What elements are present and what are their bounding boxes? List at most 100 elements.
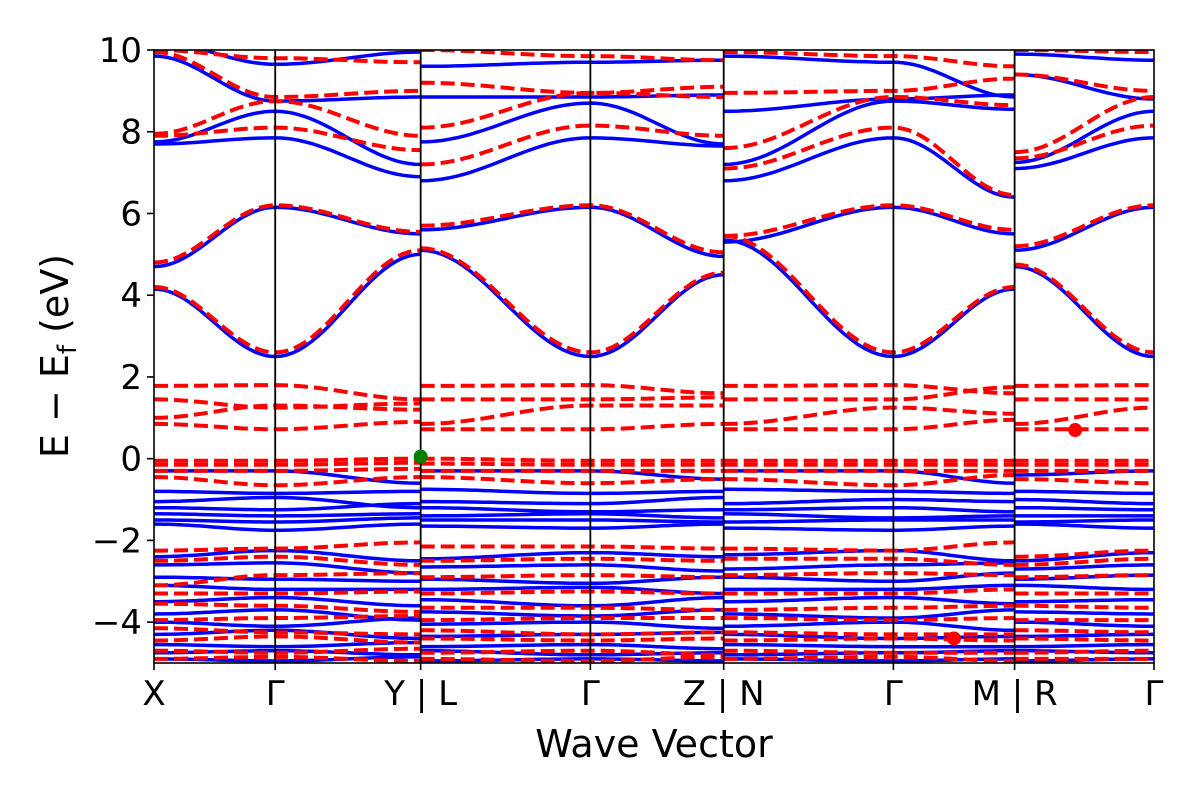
red-dashed-band-15-seg-3	[1014, 556, 1154, 567]
blue-solid-band-21-seg-1	[420, 642, 724, 651]
red-dashed-band-5-seg-2	[723, 50, 1015, 69]
red-dashed-band-7-seg-1	[420, 395, 724, 402]
red-dashed-band-6-seg-1	[420, 383, 724, 396]
blue-solid-band-6-seg-3	[1014, 469, 1154, 477]
blue-solid-band-17-seg-1	[420, 595, 724, 608]
y-tick-label: 6	[120, 194, 142, 234]
blue-solid-band-17-seg-2	[723, 595, 1015, 606]
blue-solid-band-9-seg-1	[420, 505, 724, 514]
x-tick-label: Γ	[581, 674, 600, 714]
blue-solid-band-11-seg-2	[723, 518, 1015, 524]
blue-solid-band-12-seg-1	[420, 522, 724, 530]
blue-solid-band-19-seg-1	[420, 620, 724, 631]
blue-solid-band-19-seg-3	[1014, 620, 1154, 628]
red-dashed-band-6-seg-0	[154, 383, 421, 402]
red-dashed-band-0-seg-1	[420, 246, 724, 355]
red-dashed-band-11-seg-1	[420, 461, 724, 467]
x-axis: X Γ Y | L Γ Z | N Γ M | R Γ	[142, 663, 1164, 714]
red-dashed-band-16-seg-2	[723, 571, 1015, 578]
y-axis-title-main: E − E	[33, 354, 77, 458]
red-dashed-band-7-seg-2	[723, 385, 1015, 402]
red-dashed-band-14-seg-1	[420, 544, 724, 551]
x-tick-label: M | R	[972, 674, 1058, 714]
blue-solid-band-11-seg-1	[420, 518, 724, 524]
red-dashed-band-0-seg-3	[1014, 262, 1154, 355]
blue-solid-band-0-seg-2	[723, 238, 1015, 359]
x-tick-label: Y | L	[383, 674, 457, 714]
red-dashed-band-21-seg-1	[420, 636, 724, 643]
y-tick-label: 2	[120, 358, 142, 398]
markers-layer	[413, 423, 1083, 646]
red-dashed-band-1-seg-0	[154, 203, 421, 265]
red-dashed-band-0-seg-0	[154, 248, 421, 355]
blue-solid-band-21-seg-3	[1014, 642, 1154, 649]
blue-solid-band-11-seg-3	[1014, 518, 1154, 524]
y-tick-label: 0	[120, 440, 142, 480]
blue-solid-band-9-seg-2	[723, 505, 1015, 514]
red-dashed-band-6-seg-3	[1014, 383, 1154, 388]
blue-solid-band-5-seg-1	[420, 58, 724, 69]
blue-solid-band-10-seg-1	[420, 512, 724, 520]
blue-solid-band-8-seg-1	[420, 495, 724, 506]
blue-solid-band-4-seg-3	[1014, 72, 1154, 101]
red-dashed-band-19-seg-1	[420, 616, 724, 623]
red-dashed-band-17-seg-0	[154, 589, 421, 596]
red-dashed-band-10-seg-1	[420, 456, 724, 463]
blue-solid-band-2-seg-2	[723, 136, 1015, 199]
red-dashed-band-1-seg-3	[1014, 203, 1154, 249]
red-dashed-band-18-seg-2	[723, 603, 1015, 612]
y-tick-label: 8	[120, 113, 142, 153]
red-dashed-band-16-seg-3	[1014, 573, 1154, 580]
red-dashed-band-20-seg-2	[723, 630, 1015, 637]
blue-solid-band-14-seg-1	[420, 563, 724, 573]
x-tick-label: Γ	[884, 674, 903, 714]
blue-solid-band-15-seg-0	[154, 575, 421, 584]
blue-solid-band-10-seg-0	[154, 512, 421, 518]
blue-solid-band-18-seg-3	[1014, 610, 1154, 616]
blue-solid-band-0-seg-3	[1014, 264, 1154, 359]
red-dashed-band-3-seg-3	[1014, 95, 1154, 155]
blue-solid-band-20-seg-3	[1014, 632, 1154, 639]
red-dashed-band-10-seg-0	[154, 456, 421, 463]
red-dashed-band-21-seg-2	[723, 636, 1015, 643]
red-dashed-band-21-seg-3	[1014, 636, 1154, 643]
y-tick-label: −4	[92, 603, 142, 643]
blue-solid-band-2-seg-3	[1014, 136, 1154, 171]
blue-solid-band-12-seg-0	[154, 522, 421, 532]
y-axis-title: E − Ef (eV)	[33, 254, 83, 458]
blue-solid-band-18-seg-1	[420, 608, 724, 618]
red-dashed-band-19-seg-2	[723, 616, 1015, 623]
blue-solid-band-5-seg-3	[1014, 52, 1154, 62]
red-dashed-band-15-seg-1	[420, 556, 724, 563]
blue-solid-band-12-seg-2	[723, 524, 1015, 532]
red-dashed-band-3-seg-1	[420, 90, 724, 130]
red-dot-1-marker	[1068, 423, 1083, 438]
kpoint-lines	[274, 50, 1016, 663]
red-dashed-band-14-seg-0	[154, 540, 421, 553]
blue-solid-band-12-seg-3	[1014, 522, 1154, 530]
red-dashed-band-3-seg-0	[154, 99, 421, 138]
blue-solid-band-7-seg-2	[723, 487, 1015, 496]
red-dashed-band-8-seg-3	[1014, 405, 1154, 426]
red-dashed-band-9-seg-1	[420, 421, 724, 432]
red-dashed-band-4-seg-3	[1014, 72, 1154, 93]
red-dashed-band-22-seg-2	[723, 648, 1015, 655]
y-tick-label: −2	[92, 521, 142, 561]
red-dashed-band-4-seg-1	[420, 80, 724, 95]
red-dashed-band-2-seg-2	[723, 125, 1015, 198]
x-tick-label: Z | N	[683, 674, 765, 714]
red-dashed-band-16-seg-1	[420, 573, 724, 580]
blue-solid-band-1-seg-1	[420, 205, 724, 259]
red-dashed-band-0-seg-2	[723, 233, 1015, 355]
red-dashed-band-2-seg-1	[420, 123, 724, 167]
red-dashed-band-7-seg-0	[154, 397, 421, 410]
y-axis-title-unit: (eV)	[33, 254, 77, 345]
blue-solid-band-11-seg-0	[154, 516, 421, 524]
red-dashed-band-20-seg-3	[1014, 628, 1154, 635]
blue-solid-band-16-seg-3	[1014, 583, 1154, 592]
x-tick-label: Γ	[1145, 674, 1164, 714]
red-dashed-band-18-seg-3	[1014, 603, 1154, 610]
y-axis: 10 8 6 4 2 0 −2 −4	[92, 31, 154, 643]
y-tick-label: 10	[99, 31, 142, 71]
